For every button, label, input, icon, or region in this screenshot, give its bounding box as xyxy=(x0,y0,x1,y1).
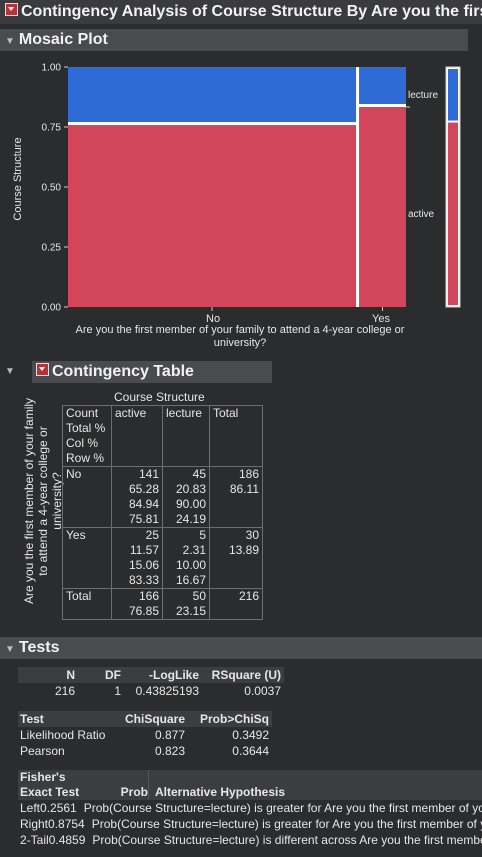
x-tick-no: No xyxy=(206,313,221,325)
table-row: Right 0.8754 Prob(Course Structure=lectu… xyxy=(20,817,482,831)
x-tick-yes: Yes xyxy=(372,313,390,325)
report-title-bar: Contingency Analysis of Course Structure… xyxy=(0,0,482,24)
col-header-total: Total xyxy=(209,405,263,467)
table-cell: 25 11.57 15.06 83.33 xyxy=(111,527,163,589)
disclosure-triangle-icon[interactable]: ▼ xyxy=(5,366,15,377)
y-axis-label: Course Structure xyxy=(12,137,24,221)
row-label: Total xyxy=(62,588,112,620)
tests-section-header[interactable]: ▼ Tests xyxy=(0,637,482,659)
contingency-menu-icon[interactable] xyxy=(36,363,49,377)
mosaic-plot: 1.00 0.75 0.50 0.25 0.00 lecture active xyxy=(42,63,461,314)
mosaic-cell-lecture-yes xyxy=(359,67,406,105)
contingency-section-header[interactable]: ▼ Contingency Table xyxy=(0,361,272,383)
summary-stats-table: N DF -LogLike RSquare (U) 216 1 0.438251… xyxy=(18,667,284,699)
overall-bar-active xyxy=(448,122,458,305)
table-row: Yes 25 11.57 15.06 83.33 5 2.31 10.00 16.67 30… xyxy=(62,527,263,589)
table-cell: 141 65.28 84.94 75.81 xyxy=(111,466,163,528)
table-cell: 186 86.11 xyxy=(209,466,263,528)
tests-section-title: Tests xyxy=(18,639,60,656)
col-header-active: active xyxy=(111,405,163,467)
table-cell: 45 20.83 90.00 24.19 xyxy=(162,466,210,528)
table-cell: 50 23.15 xyxy=(162,588,210,620)
row-variable-label: Are you the first member of your family … xyxy=(22,397,64,605)
mosaic-cell-active-no xyxy=(68,125,357,307)
chisquare-table: Test ChiSquare Prob>ChiSq Likelihood Rat… xyxy=(18,711,272,759)
y-tick-label: 0.25 xyxy=(42,243,62,254)
y-tick-label: 0.00 xyxy=(42,303,62,314)
row-label: Yes xyxy=(62,527,112,589)
y-tick-label: 0.50 xyxy=(42,183,62,194)
disclosure-triangle-icon[interactable]: ▼ xyxy=(5,644,15,655)
column-variable-label: Course Structure xyxy=(114,390,205,404)
col-header-lecture: lecture xyxy=(162,405,210,467)
contingency-section-title: Contingency Table xyxy=(52,363,194,380)
report-menu-icon[interactable] xyxy=(5,3,18,17)
table-cell: 216 xyxy=(209,588,263,620)
table-row: 2-Tail 0.4859 Prob(Course Structure=lect… xyxy=(20,833,482,847)
legend-active: active xyxy=(408,209,435,220)
disclosure-triangle-icon[interactable]: ▼ xyxy=(5,36,15,47)
mosaic-cell-lecture-no xyxy=(68,67,357,123)
legend-lecture: lecture xyxy=(408,90,438,101)
table-cell: 5 2.31 10.00 16.67 xyxy=(162,527,210,589)
table-row: Total 166 76.85 50 23.15 216 xyxy=(62,588,263,620)
table-row: Left 0.2561 Prob(Course Structure=lectur… xyxy=(20,801,482,815)
mosaic-section-header[interactable]: ▼ Mosaic Plot xyxy=(0,29,468,51)
mosaic-section-title: Mosaic Plot xyxy=(18,31,108,48)
row-label: No xyxy=(62,466,112,528)
contingency-table: Count Total % Col % Row % active lecture… xyxy=(62,405,263,620)
overall-bar-lecture xyxy=(448,69,458,121)
x-axis-label: Are you the first member of your family … xyxy=(75,324,405,349)
y-tick-label: 1.00 xyxy=(42,63,62,74)
fisher-table: Fisher's Exact Test Prob Alternative Hyp… xyxy=(18,770,482,847)
y-tick-label: 0.75 xyxy=(42,123,62,134)
table-cell: 166 76.85 xyxy=(111,588,163,620)
report-title: Contingency Analysis of Course Structure… xyxy=(21,3,482,20)
mosaic-cell-active-yes xyxy=(359,107,406,307)
table-cell: 30 13.89 xyxy=(209,527,263,589)
cell-legend: Count Total % Col % Row % xyxy=(62,405,112,467)
table-row: No 141 65.28 84.94 75.81 45 20.83 90.00 24.19 … xyxy=(62,466,263,528)
